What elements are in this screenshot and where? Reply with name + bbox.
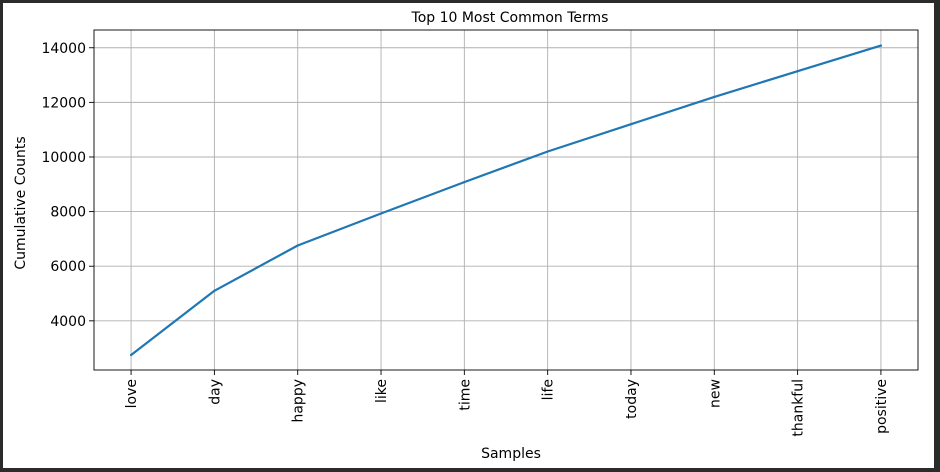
x-tick-label: today: [624, 379, 640, 419]
data-point: [296, 244, 299, 247]
series-layer: [129, 44, 883, 357]
data-point: [546, 150, 549, 153]
x-tick-label: positive: [874, 379, 890, 434]
cumulative-count-line: [130, 44, 883, 357]
line-chart: love day happy like time life today new thankful…: [13, 10, 919, 462]
x-tick-label: happy: [291, 379, 307, 423]
y-tick-label: 14000: [41, 41, 86, 57]
x-tick-label: life: [541, 379, 557, 400]
y-tick-label: 6000: [50, 259, 86, 275]
x-tick-label: love: [124, 379, 140, 408]
data-point: [463, 181, 466, 184]
x-tick-label: new: [707, 379, 723, 408]
data-point: [213, 289, 216, 292]
y-axis-title: Cumulative Counts: [13, 136, 29, 269]
chart-figure: love day happy like time life today new thankful…: [3, 3, 934, 468]
y-tick-label: 8000: [50, 205, 86, 221]
plot-frame-layer: [93, 29, 919, 371]
data-point: [796, 70, 799, 73]
x-axis-title: Samples: [481, 446, 541, 462]
data-point: [379, 212, 383, 215]
x-axis-ticks: love day happy like time life today new thankful…: [124, 370, 890, 437]
x-tick-label: day: [207, 379, 223, 405]
chart-title: Top 10 Most Common Terms: [411, 10, 609, 26]
y-tick-label: 12000: [41, 95, 86, 111]
y-tick-label: 10000: [41, 150, 86, 166]
y-tick-label: 4000: [50, 314, 86, 330]
x-tick-label: like: [374, 379, 390, 403]
data-point: [129, 353, 133, 357]
x-tick-label: time: [457, 379, 473, 411]
plot-area-frame: [93, 29, 919, 371]
x-tick-label: thankful: [791, 379, 807, 437]
grid-layer: [94, 30, 918, 370]
data-point: [629, 123, 633, 126]
data-point: [879, 44, 883, 47]
y-axis-ticks: 4000 6000 8000 10000 12000 14000: [41, 41, 94, 330]
data-point: [713, 95, 716, 99]
